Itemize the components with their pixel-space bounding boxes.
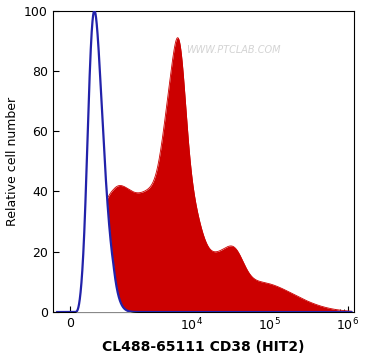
Text: WWW.PTCLAB.COM: WWW.PTCLAB.COM	[186, 45, 281, 55]
X-axis label: CL488-65111 CD38 (HIT2): CL488-65111 CD38 (HIT2)	[102, 341, 304, 355]
Y-axis label: Relative cell number: Relative cell number	[5, 97, 19, 226]
